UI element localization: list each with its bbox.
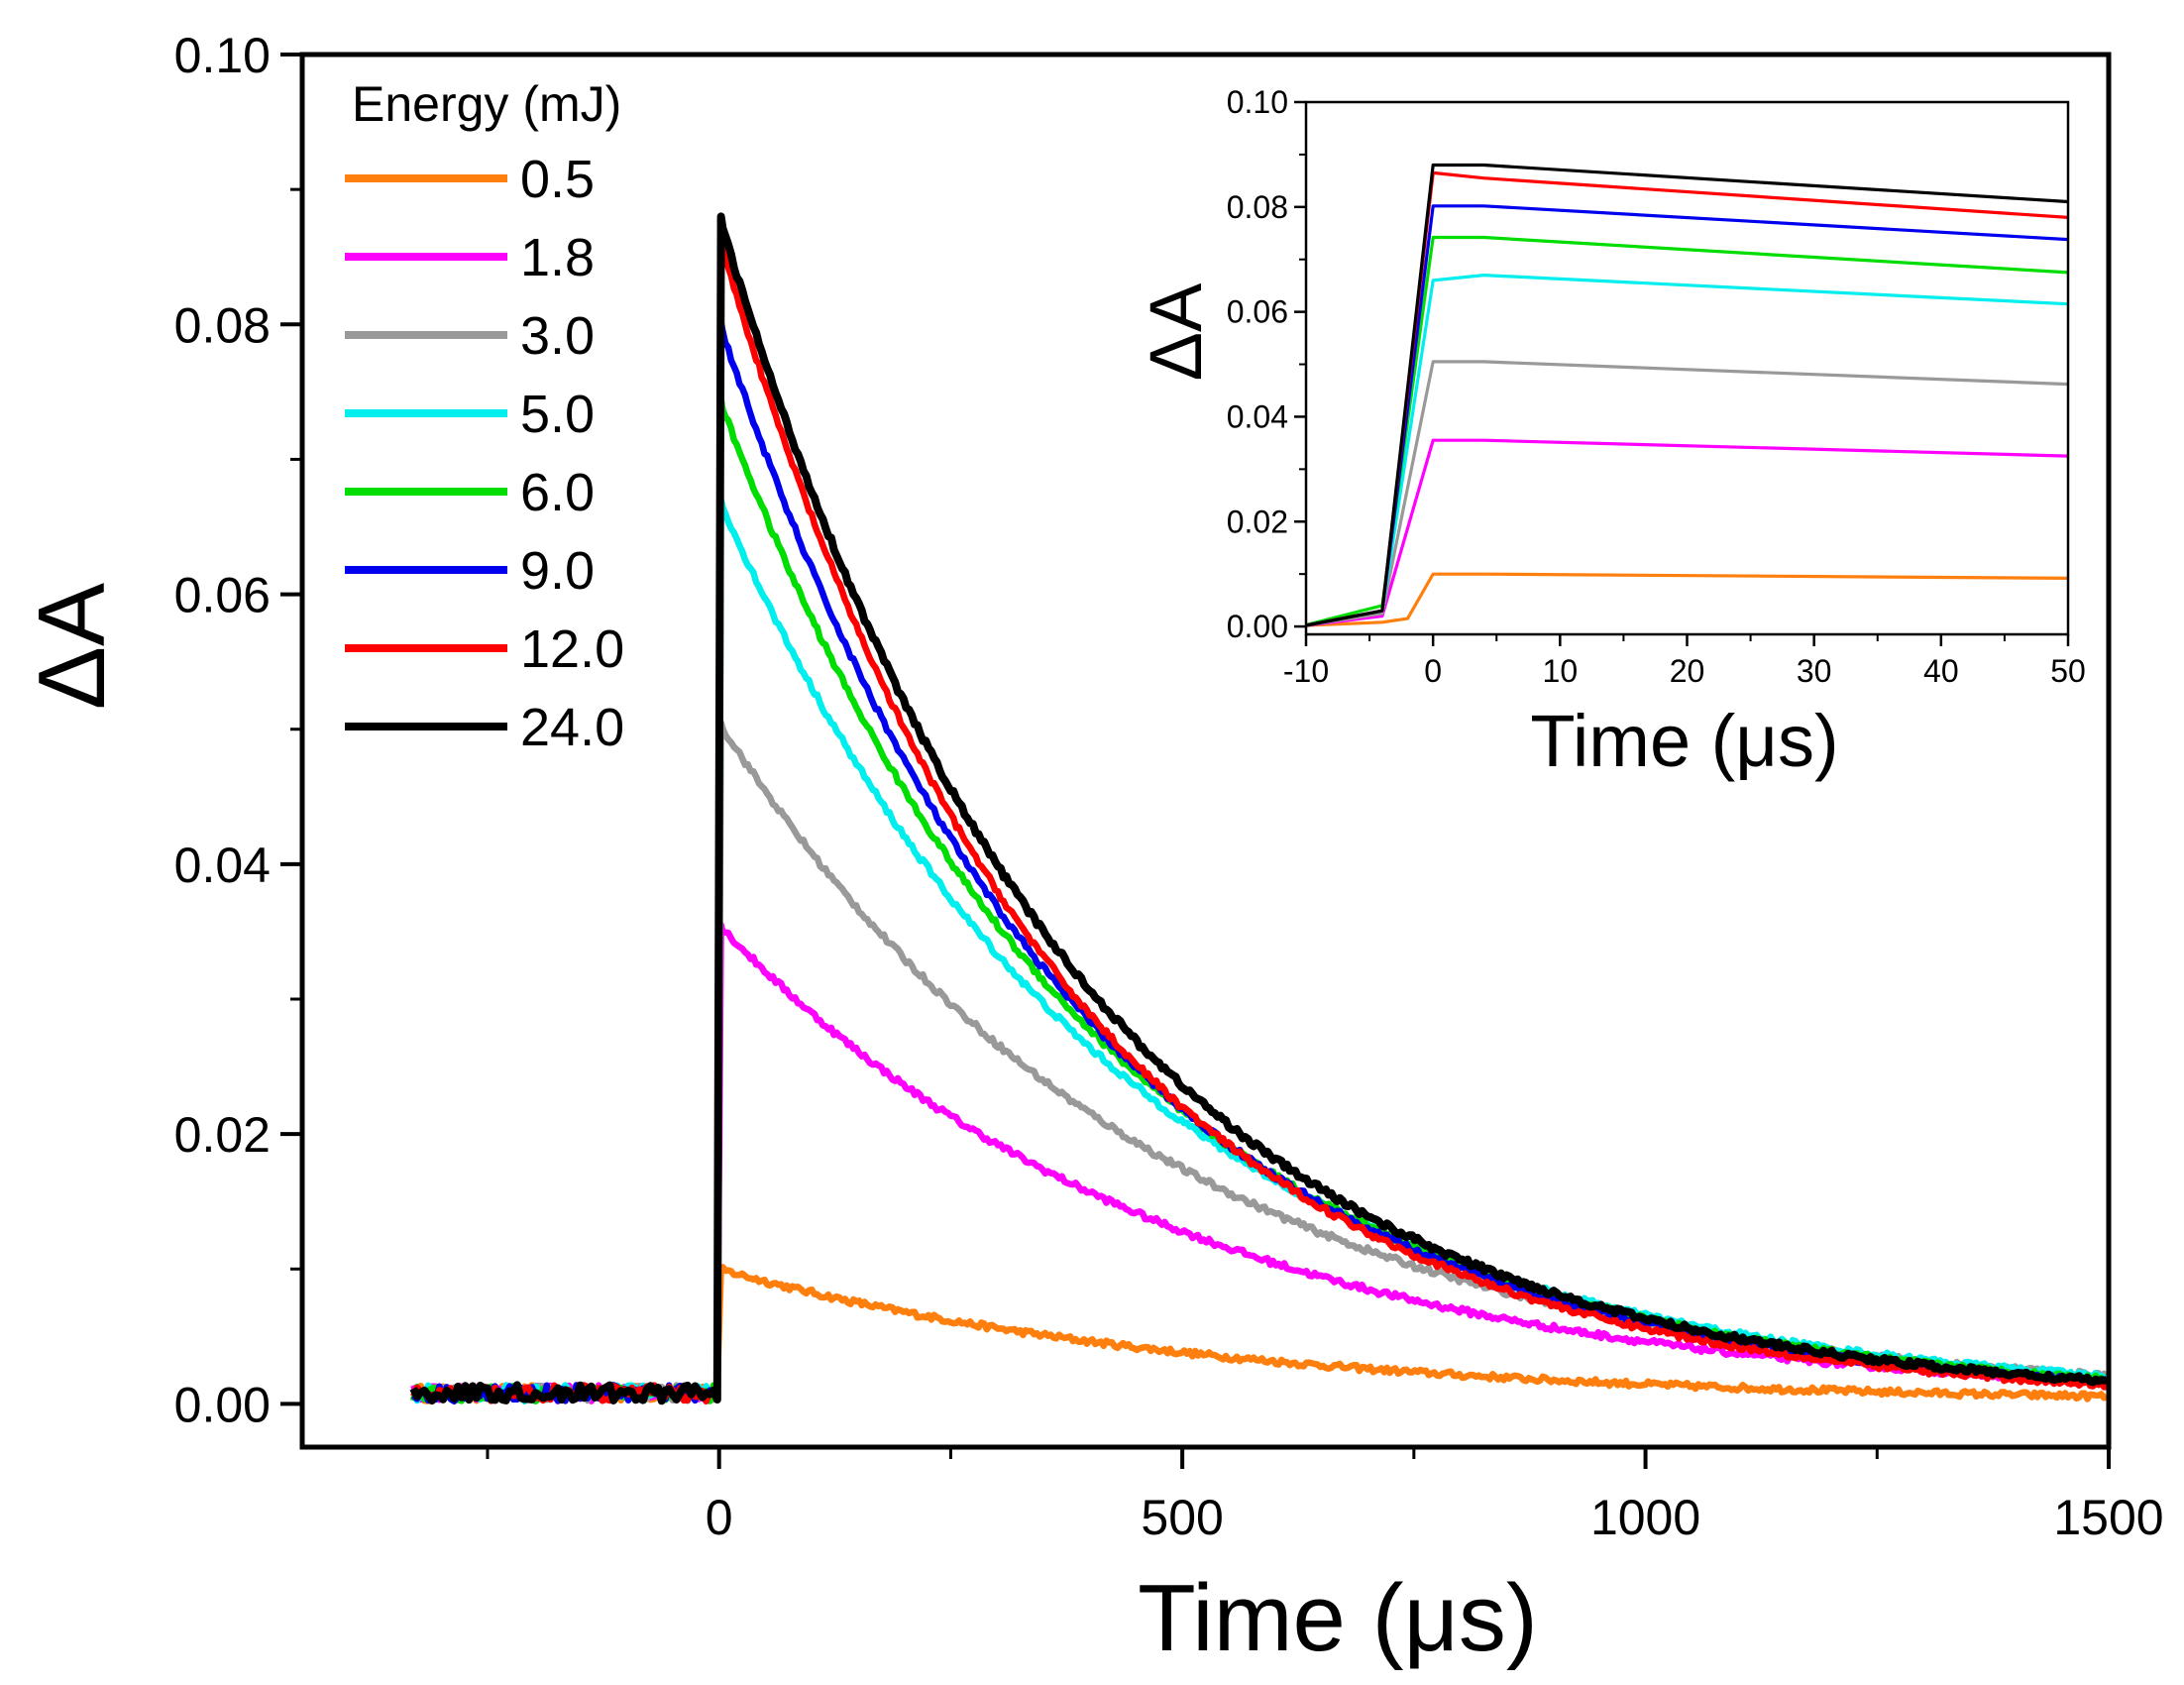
inset-x-tick-label: 40: [1923, 653, 1959, 689]
inset-x-tick-label: 0: [1424, 653, 1442, 689]
inset-y-tick-label: 0.08: [1227, 189, 1288, 225]
inset-x-tick-label: 50: [2050, 653, 2086, 689]
main-x-tick-label: 500: [1141, 1490, 1223, 1545]
inset-series-line-24-0: [1305, 163, 2069, 627]
inset-series-line-6-0: [1305, 235, 2069, 627]
series-line-1-8: [410, 921, 2108, 1404]
legend-label-3-0: 3.0: [520, 306, 595, 366]
main-x-axis-title: Time (μs): [1138, 1565, 1538, 1671]
main-y-tick-label: 0.10: [174, 28, 271, 83]
inset-x-axis-title: Time (μs): [1530, 700, 1838, 782]
inset-y-tick-label: 0.10: [1227, 84, 1288, 120]
main-x-tick-label: 1000: [1590, 1490, 1700, 1545]
legend-label-12-0: 12.0: [520, 619, 624, 679]
series-line-24-0: [409, 212, 2109, 1405]
inset-y-tick-label: 0.06: [1227, 294, 1288, 330]
main-y-tick-label: 0.02: [174, 1107, 271, 1163]
inset-x-tick-label: 30: [1797, 653, 1832, 689]
main-x-tick-label: 1500: [2053, 1490, 2163, 1545]
series-line-0-5: [410, 1264, 2109, 1404]
inset-series-line-1-8: [1305, 438, 2069, 627]
inset-x-tick-label: 10: [1543, 653, 1579, 689]
main-y-tick-label: 0.06: [174, 568, 271, 623]
inset-y-tick-label: 0.00: [1227, 609, 1288, 644]
main-y-axis-title: ΔA: [19, 583, 125, 710]
inset-series-line-3-0: [1305, 360, 2069, 627]
legend-label-0-5: 0.5: [520, 150, 595, 209]
legend: Energy (mJ) 0.5 1.8 3.0 5.0 6.0 9.0 12.0 24.0: [345, 76, 624, 757]
series-line-12-0: [410, 233, 2108, 1404]
main-y-tick-label: 0.00: [174, 1377, 271, 1432]
legend-label-1-8: 1.8: [520, 228, 595, 287]
legend-label-9-0: 9.0: [520, 541, 595, 601]
inset-x-tick-label: -10: [1283, 653, 1329, 689]
inset-series-line-0-5: [1305, 572, 2069, 627]
legend-title: Energy (mJ): [352, 76, 621, 132]
main-y-tick-label: 0.04: [174, 838, 271, 893]
legend-label-24-0: 24.0: [520, 698, 624, 757]
main-plot-frame: [299, 52, 2112, 1450]
series-line-3-0: [411, 719, 2110, 1404]
main-y-tick-label: 0.08: [174, 297, 271, 353]
inset-y-tick-label: 0.04: [1227, 398, 1288, 434]
legend-label-6-0: 6.0: [520, 463, 595, 522]
main-x-tick-label: 0: [706, 1490, 733, 1545]
inset-y-tick-label: 0.02: [1227, 504, 1288, 539]
inset-y-axis-title: ΔA: [1135, 282, 1217, 381]
inset-x-tick-label: 20: [1670, 653, 1705, 689]
inset-plot: -10 0 10 20 30 40 50 0.00 0.02 0.04 0.06 0.08 0.10: [1227, 84, 2086, 689]
legend-label-5-0: 5.0: [520, 385, 595, 444]
